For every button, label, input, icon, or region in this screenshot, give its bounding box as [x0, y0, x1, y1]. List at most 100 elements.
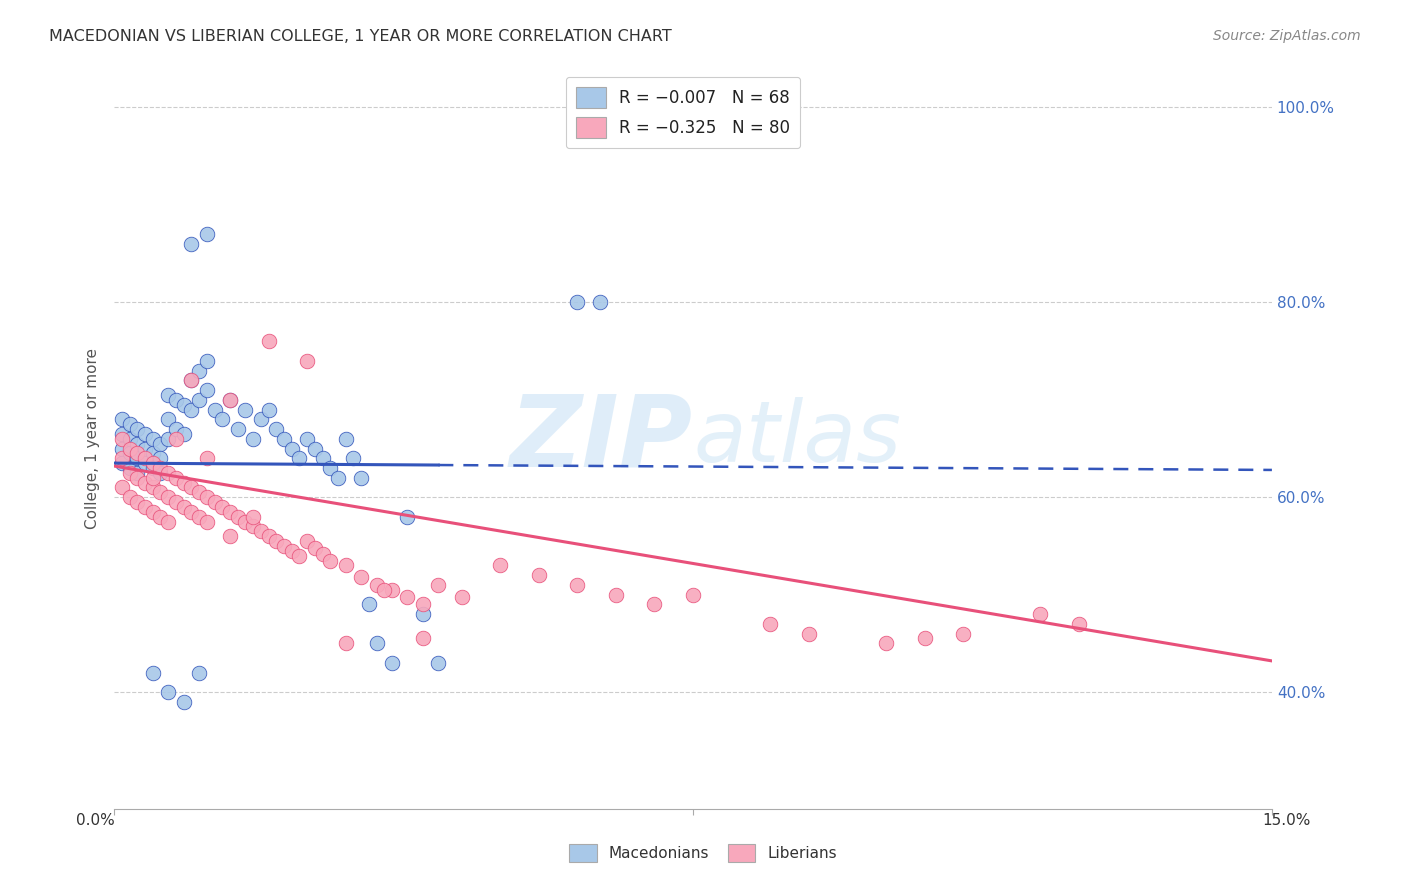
Text: MACEDONIAN VS LIBERIAN COLLEGE, 1 YEAR OR MORE CORRELATION CHART: MACEDONIAN VS LIBERIAN COLLEGE, 1 YEAR O… [49, 29, 672, 44]
Point [118, 442, 141, 456]
Point [118, 461, 141, 475]
Point [180, 481, 202, 495]
Point [188, 392, 211, 407]
Point [304, 541, 326, 555]
Point [381, 582, 404, 597]
Point [180, 505, 202, 519]
Point [295, 354, 318, 368]
Point [605, 588, 627, 602]
Point [142, 481, 165, 495]
Point [280, 543, 302, 558]
Y-axis label: College, 1 year or more: College, 1 year or more [86, 348, 100, 529]
Point [396, 590, 419, 604]
Point [118, 432, 141, 446]
Point [157, 432, 180, 446]
Point [195, 451, 218, 466]
Point [242, 509, 264, 524]
Point [111, 481, 134, 495]
Text: atlas: atlas [693, 397, 901, 480]
Point [173, 398, 195, 412]
Point [211, 412, 233, 426]
Point [195, 227, 218, 242]
Point [142, 432, 165, 446]
Point [134, 442, 156, 456]
Point [211, 500, 233, 514]
Point [235, 402, 257, 417]
Point [111, 451, 134, 466]
Point [366, 636, 388, 650]
Point [342, 451, 364, 466]
Point [288, 549, 311, 563]
Point [188, 485, 211, 500]
Point [134, 451, 156, 466]
Point [295, 432, 318, 446]
Point [875, 636, 897, 650]
Point [180, 373, 202, 387]
Point [157, 685, 180, 699]
Point [250, 524, 273, 539]
Point [288, 451, 311, 466]
Point [335, 636, 357, 650]
Point [165, 471, 187, 485]
Point [118, 490, 141, 504]
Legend: Macedonians, Liberians: Macedonians, Liberians [562, 838, 844, 868]
Point [111, 432, 134, 446]
Point [142, 665, 165, 680]
Point [118, 417, 141, 432]
Point [127, 495, 149, 509]
Point [450, 590, 472, 604]
Point [111, 456, 134, 470]
Point [180, 236, 202, 251]
Point [1029, 607, 1052, 621]
Point [567, 295, 589, 310]
Point [1067, 616, 1090, 631]
Point [219, 529, 242, 543]
Point [165, 422, 187, 436]
Point [273, 432, 295, 446]
Point [127, 466, 149, 480]
Point [280, 442, 302, 456]
Point [412, 632, 434, 646]
Point [489, 558, 512, 573]
Point [952, 626, 974, 640]
Point [311, 547, 333, 561]
Point [157, 466, 180, 480]
Point [226, 422, 249, 436]
Point [204, 495, 226, 509]
Point [180, 402, 202, 417]
Point [366, 578, 388, 592]
Point [165, 432, 187, 446]
Point [311, 451, 333, 466]
Point [188, 363, 211, 377]
Point [250, 412, 273, 426]
Point [134, 426, 156, 441]
Point [682, 588, 704, 602]
Point [173, 500, 195, 514]
Point [567, 578, 589, 592]
Point [219, 392, 242, 407]
Point [149, 436, 172, 450]
Point [295, 534, 318, 549]
Point [326, 471, 349, 485]
Point [111, 426, 134, 441]
Point [195, 354, 218, 368]
Point [127, 436, 149, 450]
Point [118, 466, 141, 480]
Text: ZIP: ZIP [510, 391, 693, 487]
Point [273, 539, 295, 553]
Point [149, 466, 172, 480]
Point [134, 475, 156, 490]
Legend: R = −0.007   N = 68, R = −0.325   N = 80: R = −0.007 N = 68, R = −0.325 N = 80 [567, 77, 800, 148]
Point [759, 616, 782, 631]
Point [319, 461, 342, 475]
Point [127, 446, 149, 460]
Point [180, 373, 202, 387]
Point [235, 515, 257, 529]
Point [304, 442, 326, 456]
Text: 15.0%: 15.0% [1263, 814, 1310, 828]
Point [149, 451, 172, 466]
Point [412, 607, 434, 621]
Point [149, 461, 172, 475]
Point [412, 598, 434, 612]
Point [204, 402, 226, 417]
